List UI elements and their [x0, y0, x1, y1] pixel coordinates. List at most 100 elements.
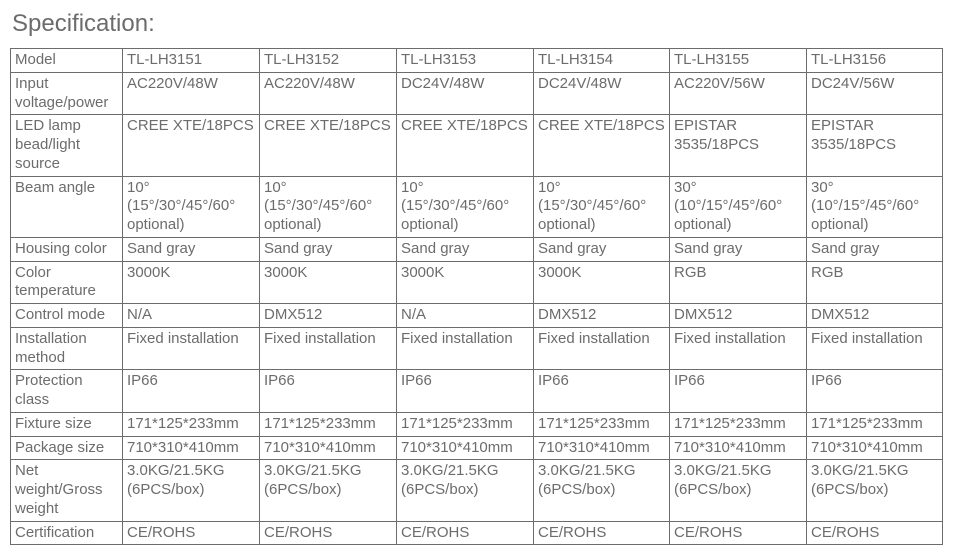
cell: 710*310*410mm	[534, 436, 670, 460]
cell: RGB	[807, 261, 943, 304]
cell: CE/ROHS	[807, 521, 943, 545]
row-header: Model	[11, 49, 123, 73]
row-header: Color temperature	[11, 261, 123, 304]
cell: TL-LH3154	[534, 49, 670, 73]
cell: N/A	[397, 304, 534, 328]
table-row: Control modeN/ADMX512N/ADMX512DMX512DMX5…	[11, 304, 943, 328]
table-row: Net weight/Gross weight 3.0KG/21.5KG (6PC…	[11, 460, 943, 521]
cell: DC24V/48W	[534, 72, 670, 115]
cell: 710*310*410mm	[807, 436, 943, 460]
cell: 171*125*233mm	[123, 412, 260, 436]
cell: 3.0KG/21.5KG (6PCS/box)	[534, 460, 670, 521]
spec-title: Specification:	[12, 10, 943, 38]
cell: IP66	[260, 370, 397, 413]
cell: Fixed installation	[807, 327, 943, 370]
cell: 10° (15°/30°/45°/60° optional)	[397, 176, 534, 237]
cell: TL-LH3151	[123, 49, 260, 73]
cell: 30° (10°/15°/45°/60° optional)	[670, 176, 807, 237]
cell: TL-LH3156	[807, 49, 943, 73]
cell: CE/ROHS	[670, 521, 807, 545]
cell: Sand gray	[807, 237, 943, 261]
cell: 171*125*233mm	[670, 412, 807, 436]
table-row: Fixture size171*125*233mm171*125*233mm17…	[11, 412, 943, 436]
cell: TL-LH3153	[397, 49, 534, 73]
cell: 3.0KG/21.5KG (6PCS/box)	[807, 460, 943, 521]
cell: 710*310*410mm	[123, 436, 260, 460]
cell: CREE XTE/18PCS	[260, 115, 397, 176]
cell: RGB	[670, 261, 807, 304]
cell: Fixed installation	[397, 327, 534, 370]
cell: 10° (15°/30°/45°/60° optional)	[260, 176, 397, 237]
cell: 3000K	[534, 261, 670, 304]
cell: CREE XTE/18PCS	[397, 115, 534, 176]
cell: 171*125*233mm	[260, 412, 397, 436]
cell: Fixed installation	[534, 327, 670, 370]
cell: Sand gray	[397, 237, 534, 261]
row-header: Housing color	[11, 237, 123, 261]
cell: CE/ROHS	[397, 521, 534, 545]
cell: CE/ROHS	[123, 521, 260, 545]
cell: IP66	[670, 370, 807, 413]
cell: IP66	[807, 370, 943, 413]
cell: IP66	[534, 370, 670, 413]
cell: DMX512	[260, 304, 397, 328]
spec-table: ModelTL-LH3151TL-LH3152TL-LH3153TL-LH315…	[10, 48, 943, 545]
cell: CE/ROHS	[534, 521, 670, 545]
row-header: Input voltage/power	[11, 72, 123, 115]
table-row: Package size710*310*410mm710*310*410mm71…	[11, 436, 943, 460]
cell: 10° (15°/30°/45°/60° optional)	[534, 176, 670, 237]
cell: Sand gray	[534, 237, 670, 261]
cell: DC24V/56W	[807, 72, 943, 115]
cell: 710*310*410mm	[260, 436, 397, 460]
cell: CREE XTE/18PCS	[534, 115, 670, 176]
row-header: Beam angle	[11, 176, 123, 237]
table-row: Beam angle10° (15°/30°/45°/60° optional)…	[11, 176, 943, 237]
cell: 710*310*410mm	[670, 436, 807, 460]
table-row: Installation methodFixed installationFix…	[11, 327, 943, 370]
row-header: Installation method	[11, 327, 123, 370]
cell: 710*310*410mm	[397, 436, 534, 460]
row-header: Certification	[11, 521, 123, 545]
cell: 30° (10°/15°/45°/60° optional)	[807, 176, 943, 237]
cell: DMX512	[670, 304, 807, 328]
table-row: Input voltage/powerAC220V/48WAC220V/48WD…	[11, 72, 943, 115]
cell: TL-LH3152	[260, 49, 397, 73]
cell: DC24V/48W	[397, 72, 534, 115]
row-header: LED lamp bead/light source	[11, 115, 123, 176]
cell: 10° (15°/30°/45°/60° optional)	[123, 176, 260, 237]
cell: CREE XTE/18PCS	[123, 115, 260, 176]
cell: 3000K	[260, 261, 397, 304]
table-row: CertificationCE/ROHSCE/ROHSCE/ROHSCE/ROH…	[11, 521, 943, 545]
row-header: Protection class	[11, 370, 123, 413]
row-header: Control mode	[11, 304, 123, 328]
row-header: Package size	[11, 436, 123, 460]
cell: EPISTAR 3535/18PCS	[670, 115, 807, 176]
cell: N/A	[123, 304, 260, 328]
cell: AC220V/48W	[260, 72, 397, 115]
cell: DMX512	[807, 304, 943, 328]
cell: Sand gray	[260, 237, 397, 261]
table-row: Color temperature3000K3000K3000K3000KRGB…	[11, 261, 943, 304]
cell: 3000K	[123, 261, 260, 304]
table-row: Protection classIP66IP66IP66IP66IP66IP66	[11, 370, 943, 413]
row-header: Fixture size	[11, 412, 123, 436]
cell: Sand gray	[123, 237, 260, 261]
cell: Fixed installation	[260, 327, 397, 370]
table-row: LED lamp bead/light sourceCREE XTE/18PCS…	[11, 115, 943, 176]
cell: IP66	[397, 370, 534, 413]
cell: AC220V/56W	[670, 72, 807, 115]
cell: 3.0KG/21.5KG (6PCS/box)	[397, 460, 534, 521]
cell: 3000K	[397, 261, 534, 304]
cell: Fixed installation	[123, 327, 260, 370]
cell: AC220V/48W	[123, 72, 260, 115]
row-header: Net weight/Gross weight	[11, 460, 123, 521]
cell: 3.0KG/21.5KG (6PCS/box)	[260, 460, 397, 521]
cell: 171*125*233mm	[534, 412, 670, 436]
cell: IP66	[123, 370, 260, 413]
table-row: Housing colorSand graySand graySand gray…	[11, 237, 943, 261]
cell: EPISTAR 3535/18PCS	[807, 115, 943, 176]
cell: Sand gray	[670, 237, 807, 261]
cell: CE/ROHS	[260, 521, 397, 545]
cell: Fixed installation	[670, 327, 807, 370]
cell: TL-LH3155	[670, 49, 807, 73]
